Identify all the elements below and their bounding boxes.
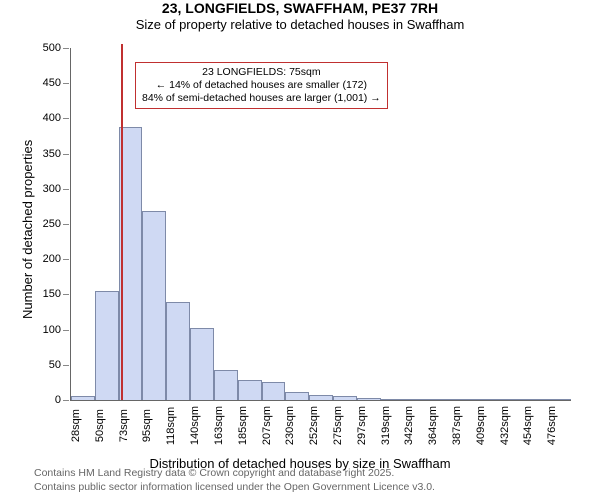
x-tick-label: 140sqm	[189, 406, 213, 445]
x-tick-label: 319sqm	[380, 406, 404, 445]
histogram-bar	[238, 380, 262, 400]
annotation-box: 23 LONGFIELDS: 75sqm ← 14% of detached h…	[135, 62, 388, 109]
y-tick-label: 350	[43, 148, 71, 160]
x-tick-label: 207sqm	[261, 406, 285, 445]
histogram-bar	[285, 392, 309, 400]
x-tick-label: 118sqm	[165, 406, 189, 445]
x-tick-label: 387sqm	[451, 406, 475, 445]
histogram-bar	[333, 396, 357, 400]
x-tick-label: 364sqm	[427, 406, 451, 445]
histogram-bar	[166, 302, 190, 400]
histogram-bar	[214, 370, 238, 400]
x-tick-label: 297sqm	[356, 406, 380, 445]
y-tick-label: 450	[43, 77, 71, 89]
x-tick-label: 342sqm	[403, 406, 427, 445]
x-tick-label: 432sqm	[499, 406, 523, 445]
histogram-bar	[500, 399, 524, 400]
footer-attribution: Contains HM Land Registry data © Crown c…	[34, 467, 435, 494]
annotation-line-2: ← 14% of detached houses are smaller (17…	[142, 79, 381, 92]
x-tick-labels: 28sqm50sqm73sqm95sqm118sqm140sqm163sqm18…	[70, 406, 570, 445]
chart-container: 23, LONGFIELDS, SWAFFHAM, PE37 7RH Size …	[0, 0, 600, 500]
x-tick-label: 28sqm	[70, 406, 94, 445]
y-tick-label: 150	[43, 288, 71, 300]
histogram-bar	[381, 399, 405, 400]
histogram-bar	[142, 211, 166, 400]
x-tick-label: 73sqm	[118, 406, 142, 445]
histogram-bar	[309, 395, 333, 400]
histogram-bar	[262, 382, 286, 400]
histogram-bar	[452, 399, 476, 400]
x-tick-label: 163sqm	[213, 406, 237, 445]
histogram-bar	[523, 399, 547, 400]
histogram-bar	[476, 399, 500, 400]
y-tick-label: 400	[43, 112, 71, 124]
y-tick-label: 300	[43, 183, 71, 195]
histogram-bar	[547, 399, 571, 400]
x-tick-label: 476sqm	[546, 406, 570, 445]
y-tick-label: 50	[49, 359, 71, 371]
x-tick-label: 454sqm	[522, 406, 546, 445]
annotation-line-3: 84% of semi-detached houses are larger (…	[142, 92, 381, 105]
histogram-bar	[357, 398, 381, 400]
histogram-bar	[404, 399, 428, 400]
y-tick-label: 0	[55, 394, 71, 406]
x-tick-label: 95sqm	[141, 406, 165, 445]
histogram-bar	[71, 396, 95, 400]
y-tick-label: 250	[43, 218, 71, 230]
x-tick-label: 50sqm	[94, 406, 118, 445]
property-marker-line	[121, 44, 123, 400]
x-tick-label: 185sqm	[237, 406, 261, 445]
footer-line-1: Contains HM Land Registry data © Crown c…	[34, 467, 435, 481]
y-tick-label: 500	[43, 42, 71, 54]
histogram-bar	[428, 399, 452, 400]
histogram-bar	[190, 328, 214, 400]
x-tick-label: 275sqm	[332, 406, 356, 445]
y-axis-label: Number of detached properties	[20, 140, 35, 319]
chart-subtitle: Size of property relative to detached ho…	[0, 17, 600, 33]
annotation-line-1: 23 LONGFIELDS: 75sqm	[142, 66, 381, 79]
x-tick-label: 252sqm	[308, 406, 332, 445]
y-tick-label: 200	[43, 253, 71, 265]
x-tick-label: 230sqm	[284, 406, 308, 445]
footer-line-2: Contains public sector information licen…	[34, 481, 435, 495]
x-tick-label: 409sqm	[475, 406, 499, 445]
y-tick-label: 100	[43, 324, 71, 336]
histogram-bar	[95, 291, 119, 400]
plot-area: 23 LONGFIELDS: 75sqm ← 14% of detached h…	[70, 48, 571, 401]
chart-title: 23, LONGFIELDS, SWAFFHAM, PE37 7RH	[0, 0, 600, 17]
